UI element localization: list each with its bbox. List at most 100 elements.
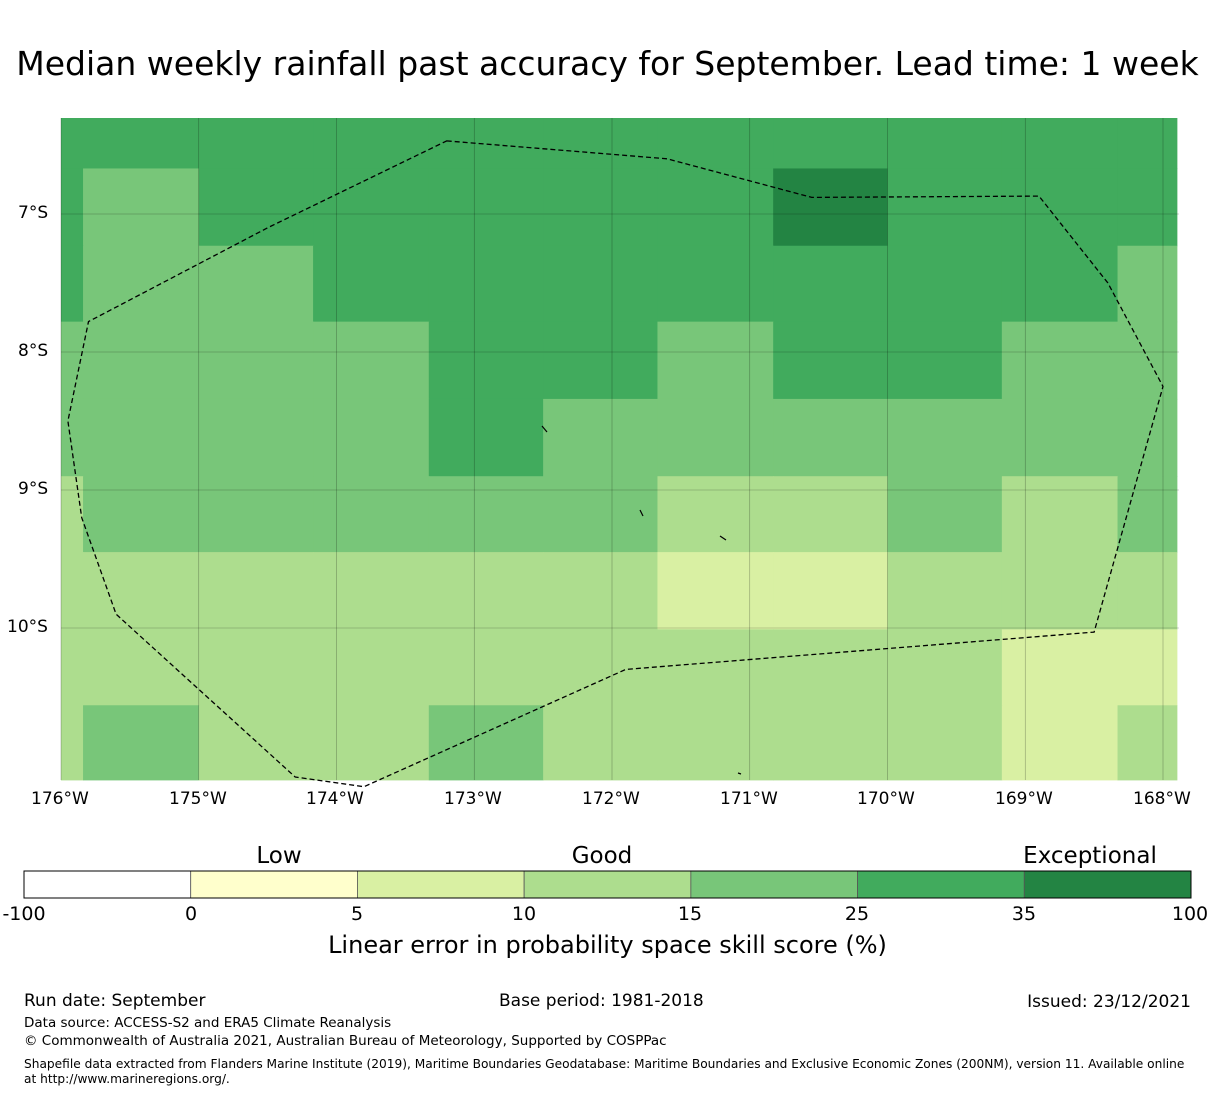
eez-boundary [67,140,1164,788]
heatmap-cell [657,552,774,630]
heatmap-cell [313,321,430,400]
heatmap-cell [657,321,774,400]
heatmap-cell [428,552,544,630]
lon-label: 169°W [995,789,1053,809]
lon-label: 175°W [169,789,227,809]
heatmap-cell [657,398,774,477]
heatmap-cell [657,245,774,323]
heatmap-cell [61,245,84,323]
heatmap-cell [887,629,1003,706]
heatmap-cell [1001,321,1119,400]
heatmap-cell [1001,705,1119,781]
graticule [60,118,1179,780]
heatmap-cell [198,476,314,553]
heatmap-cell [428,168,544,247]
category-low: Low [256,843,302,869]
heatmap-cell [657,476,774,553]
heatmap-cell [313,245,430,323]
heatmap-cell [428,321,544,400]
colorbar-segment [190,870,358,899]
heatmap-cells [61,118,1178,781]
heatmap-cell [543,321,659,400]
heatmap-cell [313,118,430,170]
heatmap-cell [1117,552,1178,630]
island-mark [639,509,644,517]
heatmap-cell [1001,245,1119,323]
heatmap-cell [313,629,430,706]
heatmap-cell [773,321,889,400]
heatmap-cell [1117,168,1178,247]
heatmap-cell [887,321,1003,400]
heatmap-cell [83,705,200,781]
colorbar-tick: 10 [511,903,537,925]
heatmap-cell [887,705,1003,781]
lon-label: 173°W [444,789,502,809]
heatmap-cell [313,168,430,247]
heatmap-cell [61,398,84,477]
heatmap-cell [657,118,774,170]
heatmap-cell [428,398,544,477]
heatmap-cell [543,245,659,323]
lat-label: 8°S [18,341,49,361]
heatmap-cell [887,398,1003,477]
heatmap-cell [887,118,1003,170]
heatmap-cell [773,476,889,553]
heatmap-cell [1117,629,1178,706]
lon-label: 176°W [31,789,89,809]
heatmap-cell [313,476,430,553]
heatmap-cell [428,476,544,553]
colorbar [23,870,1192,899]
colorbar-tick: 0 [184,903,198,925]
heatmap-cell [773,118,889,170]
heatmap-cell [61,705,84,781]
colorbar-outline [23,870,1192,899]
heatmap-cell [1117,321,1178,400]
island-mark [737,772,742,775]
data-source: Data source: ACCESS-S2 and ERA5 Climate … [24,1015,392,1031]
heatmap-cell [1117,476,1178,553]
heatmap-cell [773,629,889,706]
lat-label: 9°S [18,479,49,499]
heatmap-cell [83,552,200,630]
shapefile-note: Shapefile data extracted from Flanders M… [24,1057,1185,1086]
heatmap-cell [773,705,889,781]
heatmap-cell [83,321,200,400]
heatmap-cell [543,629,659,706]
heatmap-cell [61,476,84,553]
colorbar-segment [690,870,858,899]
colorbar-tick: 25 [844,903,870,925]
lon-label: 170°W [857,789,915,809]
heatmap-cell [1117,245,1178,323]
heatmap-cell [773,552,889,630]
colorbar-segment [523,870,692,899]
base-period: Base period: 1981-2018 [499,991,704,1011]
heatmap-cell [313,552,430,630]
heatmap-cell [198,629,314,706]
heatmap-cell [1117,118,1178,170]
heatmap-cell [773,168,889,247]
colorbar-tick: 15 [677,903,703,925]
heatmap-cell [198,398,314,477]
lon-label: 172°W [582,789,640,809]
copyright: © Commonwealth of Australia 2021, Austra… [24,1033,667,1049]
island-mark [719,535,727,541]
heatmap-cell [1001,398,1119,477]
heatmap-cell [313,705,430,781]
heatmap-cell [198,705,314,781]
map-title: Median weekly rainfall past accuracy for… [16,44,1199,83]
heatmap-cell [428,705,544,781]
heatmap-cell [198,118,314,170]
lon-label: 174°W [306,789,364,809]
lat-label: 7°S [18,203,49,223]
heatmap-cell [61,629,84,706]
lat-label: 10°S [7,617,48,637]
heatmap-cell [543,168,659,247]
heatmap-cell [657,168,774,247]
heatmap-cell [198,552,314,630]
heatmap-cell [543,552,659,630]
heatmap-cell [887,476,1003,553]
heatmap-cell [773,398,889,477]
heatmap-cell [198,168,314,247]
heatmap-cell [1001,118,1119,170]
